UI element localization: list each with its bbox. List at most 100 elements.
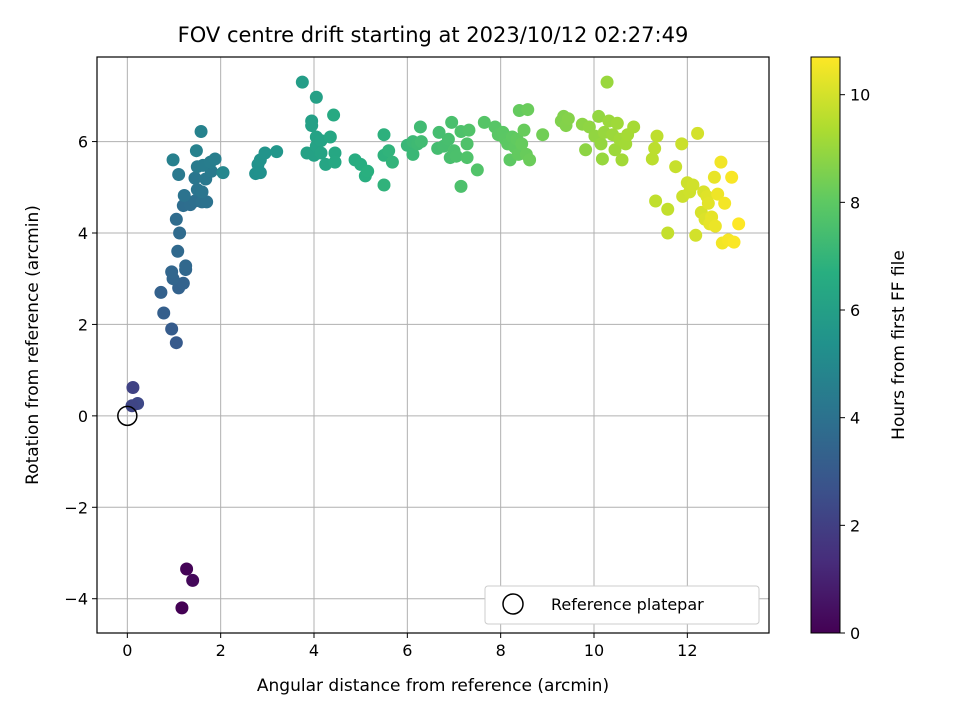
colorbar: 0 2 4 6 8 10 Hours from first FF file [810, 56, 909, 643]
data-point [328, 146, 342, 160]
x-tick-label: 12 [677, 641, 697, 660]
x-tick-label: 6 [402, 641, 412, 660]
data-point [441, 132, 455, 146]
data-point [689, 228, 703, 242]
data-point [462, 123, 476, 137]
data-point [707, 170, 721, 184]
colorbar-title: Hours from first FF file [889, 250, 909, 440]
data-point [725, 170, 739, 184]
legend-box [484, 585, 760, 625]
data-point [561, 112, 575, 126]
data-point [361, 164, 375, 178]
data-point [732, 217, 746, 231]
data-point [171, 244, 185, 258]
data-point [154, 285, 168, 299]
data-point [669, 160, 683, 174]
y-tick-label: 6 [78, 133, 88, 152]
data-point [216, 166, 230, 180]
data-point [521, 103, 535, 117]
data-point [180, 562, 194, 576]
data-point [592, 109, 606, 123]
data-point [515, 137, 529, 151]
y-axis-ticks: −4 −2 0 2 4 6 [64, 133, 97, 609]
x-tick-label: 4 [309, 641, 319, 660]
data-point [189, 144, 203, 158]
data-point [727, 235, 741, 249]
colorbar-tick-label: 4 [850, 409, 860, 428]
data-point [270, 145, 284, 159]
data-point [579, 143, 593, 157]
data-point [258, 146, 272, 160]
data-point [595, 152, 609, 166]
colorbar-tick-label: 8 [850, 193, 860, 212]
data-point [615, 153, 629, 167]
data-point [594, 137, 608, 151]
data-point [194, 125, 208, 139]
colorbar-tick-label: 0 [850, 624, 860, 643]
legend-marker-icon [502, 593, 524, 615]
colorbar-ticks: 0 2 4 6 8 10 [840, 86, 870, 643]
x-axis-ticks: 0 2 4 6 8 10 12 [122, 633, 698, 660]
data-point [454, 179, 468, 193]
data-points [117, 75, 746, 615]
data-point [172, 167, 186, 181]
data-point [661, 226, 675, 240]
data-point [711, 187, 725, 201]
data-point [610, 116, 624, 130]
reference-platepar-marker [117, 405, 138, 427]
data-point [708, 219, 722, 233]
data-point [675, 137, 689, 151]
data-point [460, 137, 474, 151]
data-point [186, 573, 200, 587]
grid [97, 57, 769, 633]
data-point [179, 259, 193, 273]
data-point [157, 306, 171, 320]
x-tick-label: 2 [216, 641, 226, 660]
data-point [718, 196, 732, 210]
data-point [327, 108, 341, 122]
colorbar-tick-label: 10 [850, 86, 870, 105]
data-point [200, 195, 214, 209]
legend-label: Reference platepar [551, 595, 704, 614]
data-point [165, 322, 179, 336]
data-point [175, 601, 189, 615]
data-point [661, 202, 675, 216]
data-point [432, 125, 446, 139]
data-point [445, 115, 459, 129]
data-point [173, 226, 187, 240]
chart-title: FOV centre drift starting at 2023/10/12 … [178, 23, 689, 47]
data-point [177, 189, 191, 203]
data-point [305, 119, 319, 133]
data-point [701, 196, 715, 210]
data-point [686, 178, 700, 192]
data-point [650, 129, 664, 143]
colorbar-gradient [810, 56, 841, 634]
colorbar-tick-label: 6 [850, 301, 860, 320]
data-point [714, 155, 728, 169]
data-point [517, 123, 531, 137]
x-tick-label: 10 [584, 641, 604, 660]
data-point [169, 336, 183, 350]
data-point [449, 149, 463, 163]
data-point [460, 151, 474, 165]
y-tick-label: 2 [78, 315, 88, 334]
data-point [323, 130, 337, 144]
data-point [166, 153, 180, 167]
data-point [477, 115, 491, 129]
data-point [645, 152, 659, 166]
legend: Reference platepar [484, 585, 760, 625]
y-tick-label: −4 [64, 590, 88, 609]
data-point [406, 147, 420, 161]
data-point [413, 120, 427, 134]
data-point [414, 135, 428, 149]
data-point [649, 194, 663, 208]
y-axis-title: Rotation from reference (arcmin) [23, 205, 43, 485]
data-point [385, 155, 399, 169]
data-point [627, 120, 641, 134]
data-point [309, 90, 323, 104]
data-point [195, 185, 209, 199]
y-tick-label: −2 [64, 498, 88, 517]
data-point [165, 265, 179, 279]
plot-frame [96, 56, 770, 634]
data-point [608, 143, 622, 157]
